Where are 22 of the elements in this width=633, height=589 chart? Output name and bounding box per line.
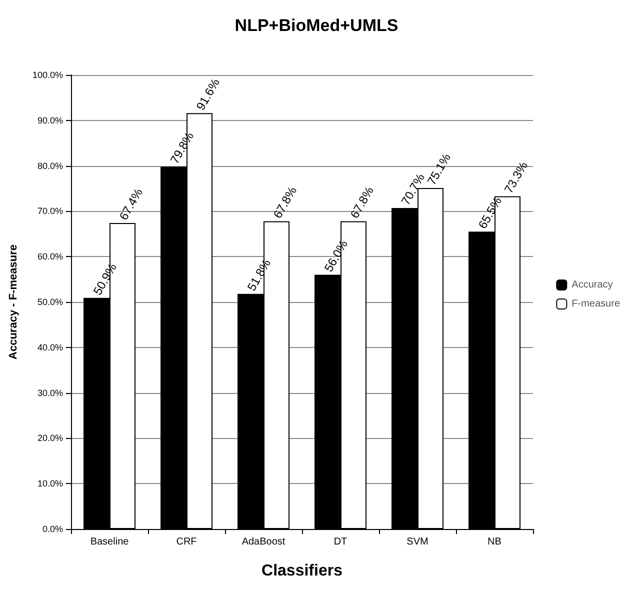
chart-title: NLP+BioMed+UMLS — [234, 16, 398, 35]
x-tick-label: NB — [488, 536, 502, 548]
x-tick-label: AdaBoost — [242, 536, 286, 548]
x-axis-title: Classifiers — [262, 562, 343, 580]
y-tick-label: 50.0% — [37, 297, 63, 307]
y-tick-label: 100.0% — [32, 70, 63, 80]
y-tick-label: 90.0% — [37, 115, 63, 126]
legend-label: Accuracy — [572, 280, 613, 290]
x-tick-label: Baseline — [90, 536, 130, 548]
x-tick-label: SVM — [406, 536, 428, 548]
y-tick-label: 70.0% — [37, 206, 63, 216]
y-tick-label: 30.0% — [37, 388, 63, 398]
y-tick-label: 40.0% — [37, 342, 63, 352]
x-tick-label: CRF — [176, 536, 197, 548]
y-tick-label: 60.0% — [37, 252, 63, 262]
y-axis-title: Accuracy - F-measure — [8, 244, 20, 360]
y-tick-label: 10.0% — [37, 478, 63, 489]
y-tick-label: 80.0% — [37, 160, 63, 171]
y-tick-label: 20.0% — [37, 433, 63, 444]
x-tick-label: DT — [334, 536, 348, 548]
y-tick-label: 0.0% — [42, 524, 63, 534]
legend-label: F-measure — [572, 298, 620, 310]
